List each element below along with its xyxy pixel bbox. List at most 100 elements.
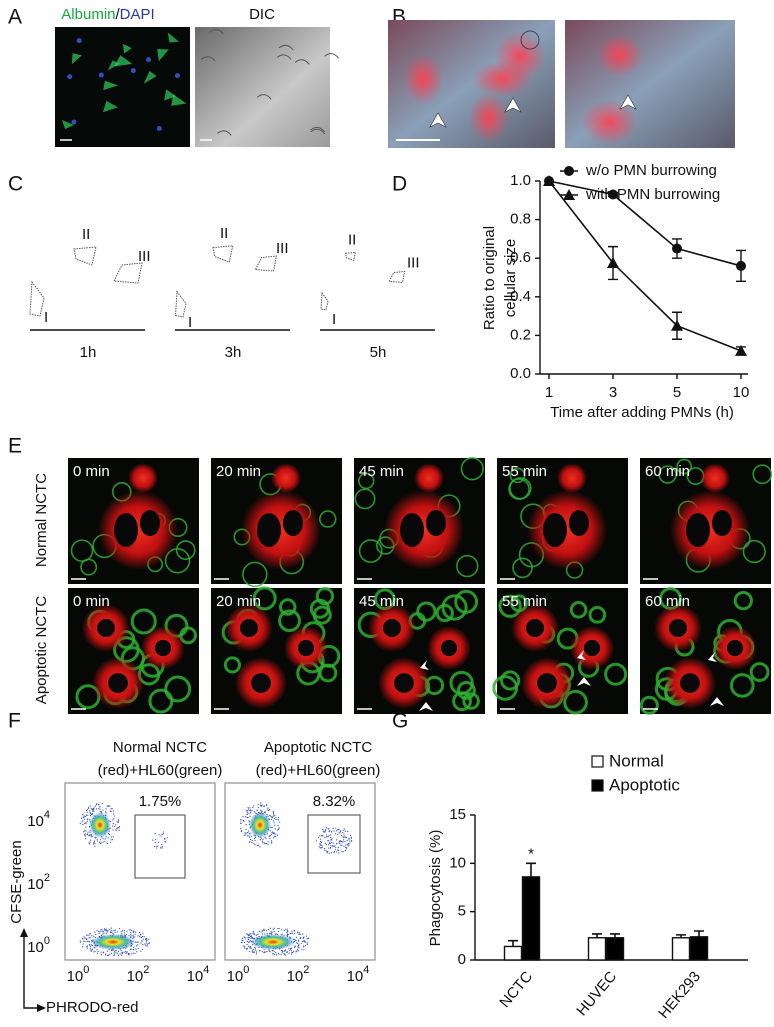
event xyxy=(293,947,296,949)
event xyxy=(83,822,85,825)
hl60-cell xyxy=(563,689,588,715)
event xyxy=(262,838,264,840)
cell-outline xyxy=(113,262,143,284)
event xyxy=(291,951,293,954)
event xyxy=(325,843,327,845)
hl60-cell xyxy=(315,586,335,606)
hl60-cell xyxy=(416,601,437,622)
event xyxy=(248,835,250,837)
event xyxy=(330,837,332,839)
event xyxy=(135,948,137,950)
event xyxy=(101,803,103,805)
event xyxy=(264,805,266,807)
event xyxy=(348,844,350,846)
event xyxy=(155,845,157,847)
event xyxy=(328,835,330,837)
event xyxy=(83,936,85,938)
event xyxy=(242,815,244,818)
event xyxy=(99,843,102,845)
event xyxy=(128,934,130,937)
event xyxy=(245,834,247,836)
arrowhead xyxy=(577,650,586,660)
tick-base: 10 xyxy=(347,968,364,985)
event xyxy=(82,946,84,948)
tick-exp: 4 xyxy=(203,964,209,976)
event xyxy=(284,954,286,956)
event xyxy=(138,931,141,934)
hl60-cell xyxy=(509,467,526,484)
event xyxy=(273,837,275,839)
hl60-cell xyxy=(358,539,383,563)
event xyxy=(327,840,329,842)
event xyxy=(136,951,138,953)
event xyxy=(334,833,337,835)
event xyxy=(288,952,290,954)
event xyxy=(82,814,84,816)
event xyxy=(84,815,87,818)
vacuole xyxy=(257,513,281,547)
cell xyxy=(164,89,177,101)
time-label: 45 min xyxy=(359,593,404,610)
event xyxy=(112,829,114,831)
hl60-cell xyxy=(278,598,297,616)
event xyxy=(114,931,116,933)
event xyxy=(256,809,258,812)
event xyxy=(89,933,91,935)
event xyxy=(244,832,246,834)
event xyxy=(315,840,317,842)
event xyxy=(90,836,92,838)
event xyxy=(271,817,273,819)
event xyxy=(288,949,291,952)
y-axis-label: cellular size xyxy=(502,239,519,317)
event xyxy=(322,830,324,832)
vacuole xyxy=(251,673,271,693)
x-tick-label: NCTC xyxy=(496,968,536,1011)
event xyxy=(271,950,273,952)
event xyxy=(342,836,344,838)
event xyxy=(245,947,247,950)
event xyxy=(265,843,268,845)
bar xyxy=(671,937,691,961)
event xyxy=(330,834,332,836)
event xyxy=(132,948,134,951)
event xyxy=(346,843,349,845)
event xyxy=(320,847,322,849)
hl60-cell xyxy=(452,691,472,712)
event xyxy=(331,841,333,843)
event xyxy=(107,930,109,932)
dic-image xyxy=(195,27,330,147)
event xyxy=(108,833,111,835)
event xyxy=(86,820,88,822)
event xyxy=(269,932,271,934)
event xyxy=(306,935,308,937)
event xyxy=(257,844,260,846)
event xyxy=(85,821,87,824)
hl60-cell xyxy=(676,458,692,475)
event xyxy=(160,835,162,837)
event xyxy=(123,929,125,931)
hl60-cell xyxy=(223,656,242,674)
event xyxy=(91,813,94,815)
vacuole xyxy=(712,510,732,536)
event xyxy=(330,852,333,854)
event xyxy=(102,841,104,843)
event xyxy=(277,816,280,819)
arrowhead xyxy=(619,94,637,110)
event xyxy=(79,823,81,825)
dic-label: DIC xyxy=(249,6,275,23)
event xyxy=(100,839,102,841)
event xyxy=(332,845,334,847)
event xyxy=(283,929,285,932)
y-tick-label: 0.2 xyxy=(510,326,531,343)
gate-percent: 8.32% xyxy=(313,793,356,810)
dic-cell xyxy=(324,53,339,59)
event xyxy=(111,932,114,934)
tick-exp: 0 xyxy=(243,964,249,976)
event xyxy=(88,842,90,844)
tick-base: 10 xyxy=(27,876,44,893)
event xyxy=(113,952,115,954)
event xyxy=(96,840,99,842)
event xyxy=(272,812,275,814)
event xyxy=(118,819,120,821)
event xyxy=(277,953,280,955)
